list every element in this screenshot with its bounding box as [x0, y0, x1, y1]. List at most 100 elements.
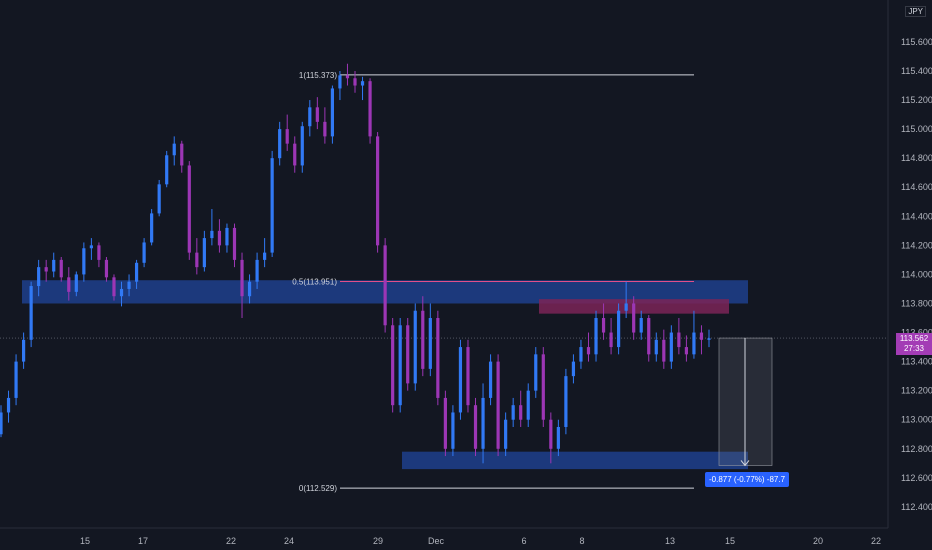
candle-body: [617, 310, 621, 348]
candle-body: [67, 277, 71, 292]
candle-body: [383, 245, 387, 326]
candle-body: [82, 248, 86, 275]
candle-body: [255, 259, 259, 282]
candle-body: [157, 184, 161, 214]
candle-body: [134, 262, 139, 282]
candle-body: [684, 347, 689, 355]
candle-body: [172, 143, 176, 156]
candle-body: [458, 347, 463, 413]
candle-body: [89, 245, 93, 249]
time-tick-label: 15: [725, 536, 735, 546]
candle-body: [488, 361, 493, 398]
candle-body: [6, 397, 11, 413]
candle-body: [466, 347, 470, 406]
time-tick-label: 17: [138, 536, 148, 546]
candle-body: [624, 303, 628, 311]
time-axis[interactable]: 15 17 22 24 29 Dec 6 8 13 15 20 22: [80, 536, 881, 546]
candle-body: [594, 318, 598, 355]
candle-body: [541, 354, 545, 420]
candle-body: [187, 165, 191, 253]
candle-body: [104, 259, 109, 278]
fib-level-label: 1(115.373): [299, 71, 337, 80]
price-tick-label: 115.200: [901, 95, 932, 105]
candle-body: [571, 361, 576, 377]
currency-label[interactable]: JPY: [905, 6, 926, 17]
price-tick-label: 113.200: [901, 386, 932, 396]
time-tick-label: 15: [80, 536, 90, 546]
candle-body: [632, 303, 636, 333]
candle-body: [338, 75, 342, 89]
price-tick-label: 113.000: [901, 415, 932, 425]
price-tick-label: 112.800: [901, 444, 932, 454]
measure-tool[interactable]: [718, 337, 773, 467]
price-tick-label: 115.400: [901, 66, 932, 76]
candle-body: [677, 332, 681, 348]
candle-body: [29, 286, 33, 340]
candle-body: [368, 81, 372, 137]
time-tick-label: 24: [284, 536, 294, 546]
candle-body: [300, 126, 304, 166]
candle-body: [451, 412, 455, 449]
candle-body: [398, 325, 402, 406]
candle-body: [112, 277, 116, 297]
candle-body: [263, 252, 267, 260]
candle-body: [662, 339, 666, 362]
price-tick-label: 113.600: [901, 328, 932, 338]
fib-level-label: 0.5(113.951): [292, 278, 337, 287]
price-tick-label: 114.200: [901, 240, 932, 250]
candle-body: [579, 347, 583, 362]
candle-body: [586, 347, 591, 355]
price-tick-label: 113.800: [901, 298, 932, 308]
price-tick-label: 112.600: [901, 473, 932, 483]
time-tick-label: 6: [521, 536, 526, 546]
fibonacci-retracement[interactable]: 1(115.373) 0.5(113.951) 0(112.529): [0, 71, 888, 493]
candle-body: [21, 339, 26, 362]
candle-body: [270, 158, 274, 253]
candle-body: [496, 361, 500, 449]
time-tick-label: 22: [871, 536, 881, 546]
candle-body: [97, 245, 101, 260]
candle-body: [142, 242, 146, 263]
candle-body: [526, 390, 530, 420]
price-tick-label: 114.400: [901, 211, 932, 221]
time-tick-label: 20: [813, 536, 823, 546]
candle-body: [391, 325, 395, 406]
support-zone-lower[interactable]: [402, 451, 748, 470]
price-axis[interactable]: 115.600 115.400 115.200 115.000 114.800 114.6…: [901, 37, 932, 512]
candle-body: [210, 230, 214, 239]
candle-body: [278, 129, 282, 159]
candle-body: [52, 259, 56, 272]
candle-body: [323, 121, 327, 137]
time-tick-label: Dec: [428, 536, 445, 546]
candle-body: [601, 318, 606, 333]
candle-body: [360, 81, 365, 86]
candle-body: [285, 129, 289, 144]
candle-body: [473, 405, 478, 449]
candles-layer: [0, 63, 711, 464]
candle-body: [308, 107, 312, 127]
last-price-tag: 113.562 27:33: [896, 333, 932, 355]
measure-result-label: -0.877 (-0.77%) -87.7: [705, 472, 790, 487]
candle-body: [556, 426, 560, 449]
candle-body: [74, 274, 78, 292]
candle-body: [14, 361, 18, 398]
candle-body: [232, 227, 237, 260]
price-tick-label: 115.600: [901, 37, 932, 47]
candle-body: [647, 318, 651, 355]
candle-body: [549, 419, 553, 449]
candle-body: [511, 405, 515, 420]
price-tick-label: 112.400: [901, 502, 932, 512]
candle-body: [707, 338, 711, 340]
candle-body: [127, 281, 131, 289]
candle-body: [428, 318, 432, 369]
price-tick-label: 114.800: [901, 153, 932, 163]
candle-body: [564, 376, 568, 427]
candle-body: [195, 252, 199, 268]
candle-body: [240, 259, 244, 297]
candle-body: [375, 136, 380, 246]
candle-body: [0, 412, 3, 435]
candle-body: [413, 310, 417, 384]
candle-body: [225, 227, 229, 246]
candle-body: [353, 78, 357, 86]
